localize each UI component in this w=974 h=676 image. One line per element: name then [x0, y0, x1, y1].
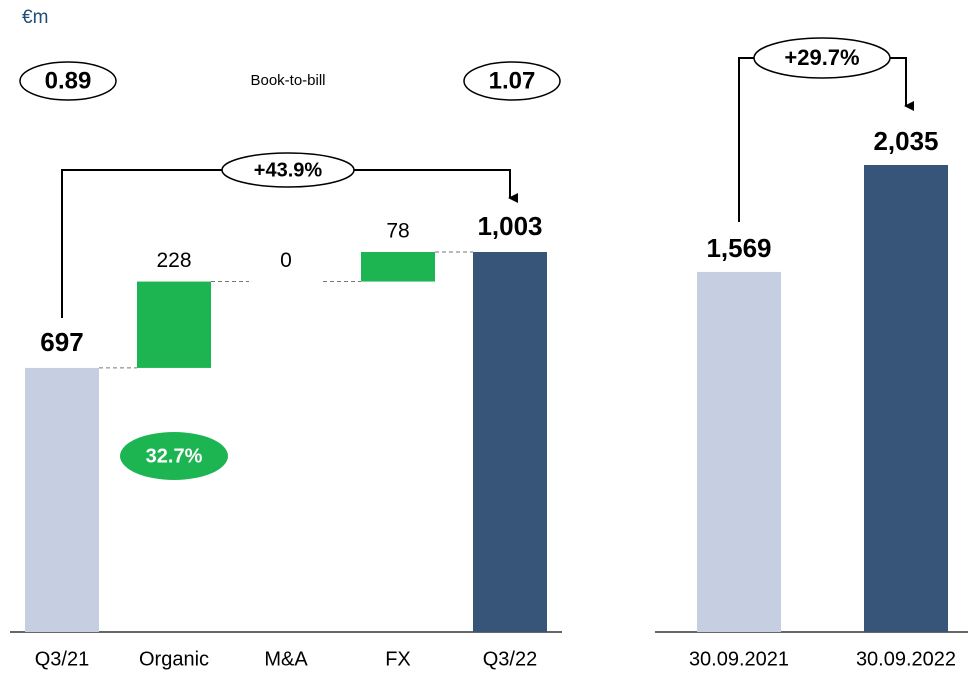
value-label: 697	[40, 327, 83, 357]
badge	[19, 61, 117, 101]
bar	[137, 281, 211, 368]
book-to-bill-label: Book-to-bill	[250, 72, 325, 89]
value-label: 78	[386, 220, 409, 243]
x-tick-label: FX	[385, 648, 411, 670]
x-tick-label: Q3/22	[483, 648, 537, 670]
value-label: 2,035	[873, 126, 938, 156]
x-tick-label: Organic	[139, 648, 209, 670]
growth-bracket	[61, 169, 518, 318]
value-label: 1,569	[706, 233, 771, 263]
bar	[25, 367, 99, 632]
organic-badge	[120, 432, 228, 480]
book-to-bill-start: 0.89	[45, 67, 92, 94]
growth-label: +29.7%	[784, 45, 859, 70]
x-tick-label: 30.09.2021	[689, 648, 789, 670]
badge	[753, 37, 891, 79]
x-tick-label: M&A	[264, 648, 308, 670]
value-label: 0	[280, 249, 292, 272]
value-label: 228	[156, 249, 191, 272]
bar	[697, 271, 781, 632]
badge	[463, 61, 561, 101]
bar	[864, 165, 948, 632]
book-to-bill-end: 1.07	[489, 67, 536, 94]
x-tick-label: Q3/21	[35, 648, 89, 670]
organic-growth-label: 32.7%	[146, 445, 203, 467]
unit-label: €m	[22, 7, 48, 28]
growth-label: +43.9%	[254, 159, 323, 181]
value-label: 1,003	[477, 211, 542, 241]
bar	[361, 252, 435, 282]
x-tick-label: 30.09.2022	[856, 648, 956, 670]
badge	[221, 152, 355, 188]
bar	[473, 252, 547, 632]
